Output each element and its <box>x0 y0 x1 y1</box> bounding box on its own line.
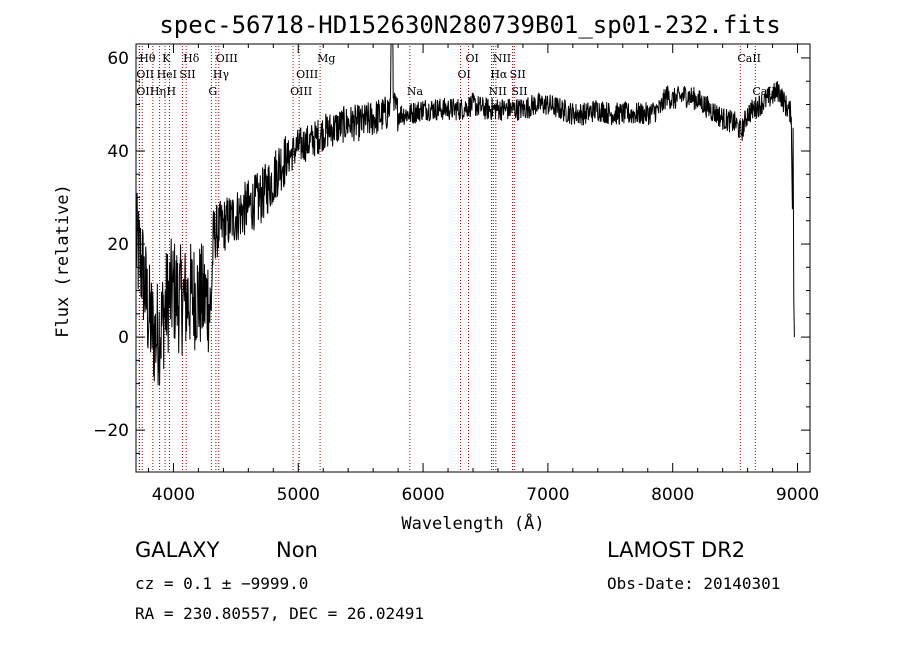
line-label: OI <box>458 68 471 81</box>
y-axis-label: Flux (relative) <box>53 184 73 338</box>
object-class: GALAXY <box>135 538 220 562</box>
object-subclass: Non <box>276 538 318 562</box>
line-label: OIII <box>296 68 318 81</box>
line-label: Hα <box>490 68 508 81</box>
chart-title: spec-56718-HD152630N280739B01_sp01-232.f… <box>159 11 780 39</box>
line-label: H <box>166 85 176 98</box>
line-label: Mg <box>317 52 335 65</box>
x-axis-label: Wavelength (Å) <box>401 512 544 534</box>
x-tick-label: 7000 <box>526 485 569 505</box>
line-label: Hγ <box>213 68 230 81</box>
y-tick-label: 20 <box>107 235 129 255</box>
observation-date: Obs-Date: 20140301 <box>607 574 781 593</box>
line-label: NII <box>493 52 511 65</box>
x-tick-label: 4000 <box>152 485 195 505</box>
line-label: Na <box>407 85 424 98</box>
line-label: OII <box>136 68 154 81</box>
line-label: Hθ <box>139 52 156 65</box>
line-label: OIII <box>290 85 312 98</box>
coordinates: RA = 230.80557, DEC = 26.02491 <box>135 604 424 623</box>
redshift-line: cz = 0.1 ± −9999.0 <box>135 574 309 593</box>
x-tick-label: 5000 <box>277 485 320 505</box>
line-label: OI <box>466 52 479 65</box>
spectrum-line <box>135 43 795 386</box>
x-tick-label: 6000 <box>401 485 444 505</box>
line-label: Hδ <box>183 52 200 65</box>
line-label: CaII <box>737 52 761 65</box>
x-axis-ticks: 4000 5000 6000 7000 8000 9000 <box>147 44 819 505</box>
line-label: OII <box>136 85 154 98</box>
y-tick-label: 40 <box>107 142 129 162</box>
x-tick-label: 9000 <box>776 485 819 505</box>
line-label: SII <box>510 68 526 81</box>
line-label: K <box>162 52 171 65</box>
line-labels: OIIHθOIIHηHeIKHSIIHδGOIIIHγOIIIOIIIMgNaO… <box>136 52 776 98</box>
line-label: SII <box>511 85 527 98</box>
line-label: NII <box>488 85 506 98</box>
line-label: SII <box>179 68 195 81</box>
x-tick-label: 8000 <box>651 485 694 505</box>
line-markers <box>138 46 756 472</box>
y-tick-label: 60 <box>107 49 129 69</box>
survey-name: LAMOST DR2 <box>607 538 746 562</box>
line-label: G <box>208 85 217 98</box>
line-label: OIII <box>216 52 238 65</box>
y-tick-label: 0 <box>118 328 129 348</box>
y-axis-ticks: −20 0 20 40 60 <box>93 49 810 454</box>
line-label: Hη <box>150 85 166 98</box>
line-label: HeI <box>157 68 177 81</box>
y-tick-label: −20 <box>93 421 129 441</box>
